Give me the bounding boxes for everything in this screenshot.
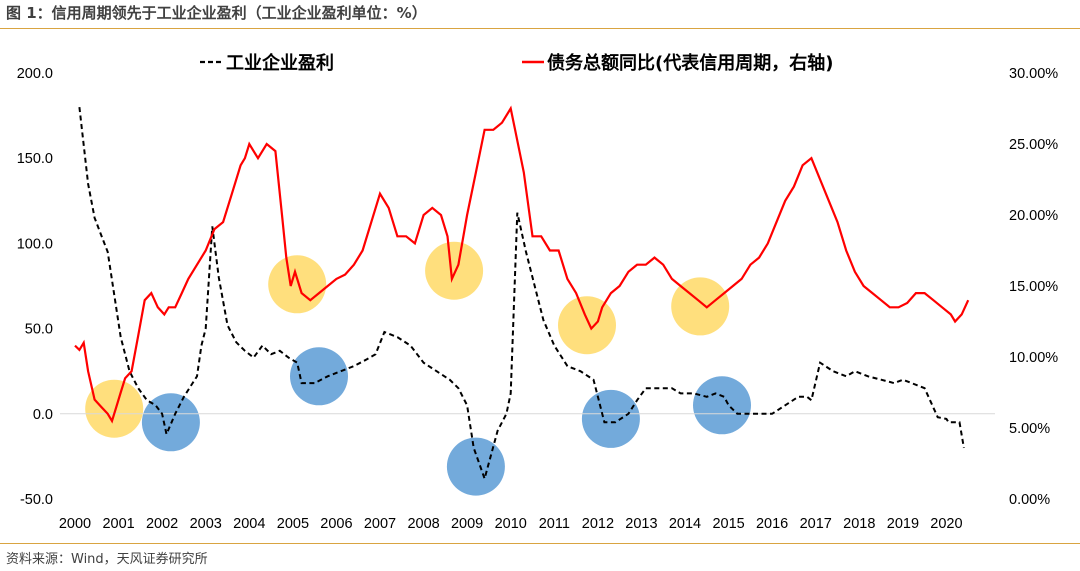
legend-label-credit: 债务总额同比(代表信用周期，右轴) xyxy=(547,52,833,74)
x-tick-label-2013: 2013 xyxy=(625,516,657,532)
left-axis-ticks: 200.0 150.0 100.0 50.0 0.0 -50.0 xyxy=(17,66,53,508)
left-tick-label-4: 0.0 xyxy=(33,407,53,423)
x-tick-label-2008: 2008 xyxy=(407,516,439,532)
legend: 工业企业盈利 债务总额同比(代表信用周期，右轴) xyxy=(200,52,833,74)
highlight-circle-blue-6 xyxy=(290,347,348,406)
x-tick-label-2003: 2003 xyxy=(190,516,222,532)
figure-title: 图 1：信用周期领先于工业企业盈利（工业企业盈利单位：%） xyxy=(6,4,427,22)
x-axis-ticks: 2000 2001 2002 2003 2004 2005 2006 2007 2008 2009… xyxy=(59,516,963,532)
x-tick-label-2004: 2004 xyxy=(233,516,265,532)
right-tick-label-3: 15.00% xyxy=(1009,279,1058,295)
left-tick-label-3: 50.0 xyxy=(25,322,53,338)
x-tick-label-2018: 2018 xyxy=(843,516,875,532)
right-tick-label-1: 25.00% xyxy=(1009,137,1058,153)
bottom-rule xyxy=(0,543,1080,544)
x-tick-label-2020: 2020 xyxy=(930,516,962,532)
highlight-circle-yellow-3 xyxy=(558,296,616,355)
right-axis-ticks: 30.00% 25.00% 20.00% 15.00% 10.00% 5.00% 0.00% xyxy=(1009,66,1058,508)
right-tick-label-2: 20.00% xyxy=(1009,208,1058,224)
right-tick-label-0: 30.00% xyxy=(1009,66,1058,82)
highlight-circle-yellow-1 xyxy=(268,255,327,314)
x-tick-label-2010: 2010 xyxy=(495,516,527,532)
right-tick-label-6: 0.00% xyxy=(1009,492,1050,508)
x-tick-label-2001: 2001 xyxy=(102,516,134,532)
highlight-circles xyxy=(85,241,751,496)
x-tick-label-2002: 2002 xyxy=(146,516,178,532)
highlight-circle-blue-7 xyxy=(446,437,505,496)
x-tick-label-2017: 2017 xyxy=(800,516,832,532)
x-tick-label-2016: 2016 xyxy=(756,516,788,532)
x-tick-label-2005: 2005 xyxy=(277,516,309,532)
highlight-circle-blue-9 xyxy=(693,376,751,435)
right-tick-label-4: 10.00% xyxy=(1009,350,1058,366)
legend-label-profit: 工业企业盈利 xyxy=(226,52,334,74)
left-tick-label-2: 100.0 xyxy=(17,236,53,252)
x-tick-label-2011: 2011 xyxy=(539,516,570,532)
left-tick-label-0: 200.0 xyxy=(17,66,53,82)
right-tick-label-5: 5.00% xyxy=(1009,421,1050,437)
x-tick-label-2009: 2009 xyxy=(451,516,483,532)
highlight-circle-yellow-2 xyxy=(425,241,484,300)
chart-canvas: 200.0 150.0 100.0 50.0 0.0 -50.0 30.00% 25.00%… xyxy=(17,52,1059,532)
highlight-circle-yellow-0 xyxy=(85,379,144,438)
source-note: 资料来源：Wind，天风证券研究所 xyxy=(6,552,208,567)
top-rule xyxy=(0,28,1080,29)
x-tick-label-2015: 2015 xyxy=(712,516,744,532)
x-tick-label-2006: 2006 xyxy=(320,516,352,532)
highlight-circle-yellow-4 xyxy=(671,277,730,336)
x-tick-label-2014: 2014 xyxy=(669,516,701,532)
x-tick-label-2000: 2000 xyxy=(59,516,91,532)
left-tick-label-1: 150.0 xyxy=(17,151,53,167)
left-tick-label-5: -50.0 xyxy=(20,492,53,508)
series-line-credit xyxy=(74,105,970,424)
x-tick-label-2012: 2012 xyxy=(582,516,614,532)
series-line-profit xyxy=(78,106,965,482)
x-tick-label-2019: 2019 xyxy=(887,516,919,532)
highlight-circle-blue-8 xyxy=(581,389,640,448)
x-tick-label-2007: 2007 xyxy=(364,516,396,532)
